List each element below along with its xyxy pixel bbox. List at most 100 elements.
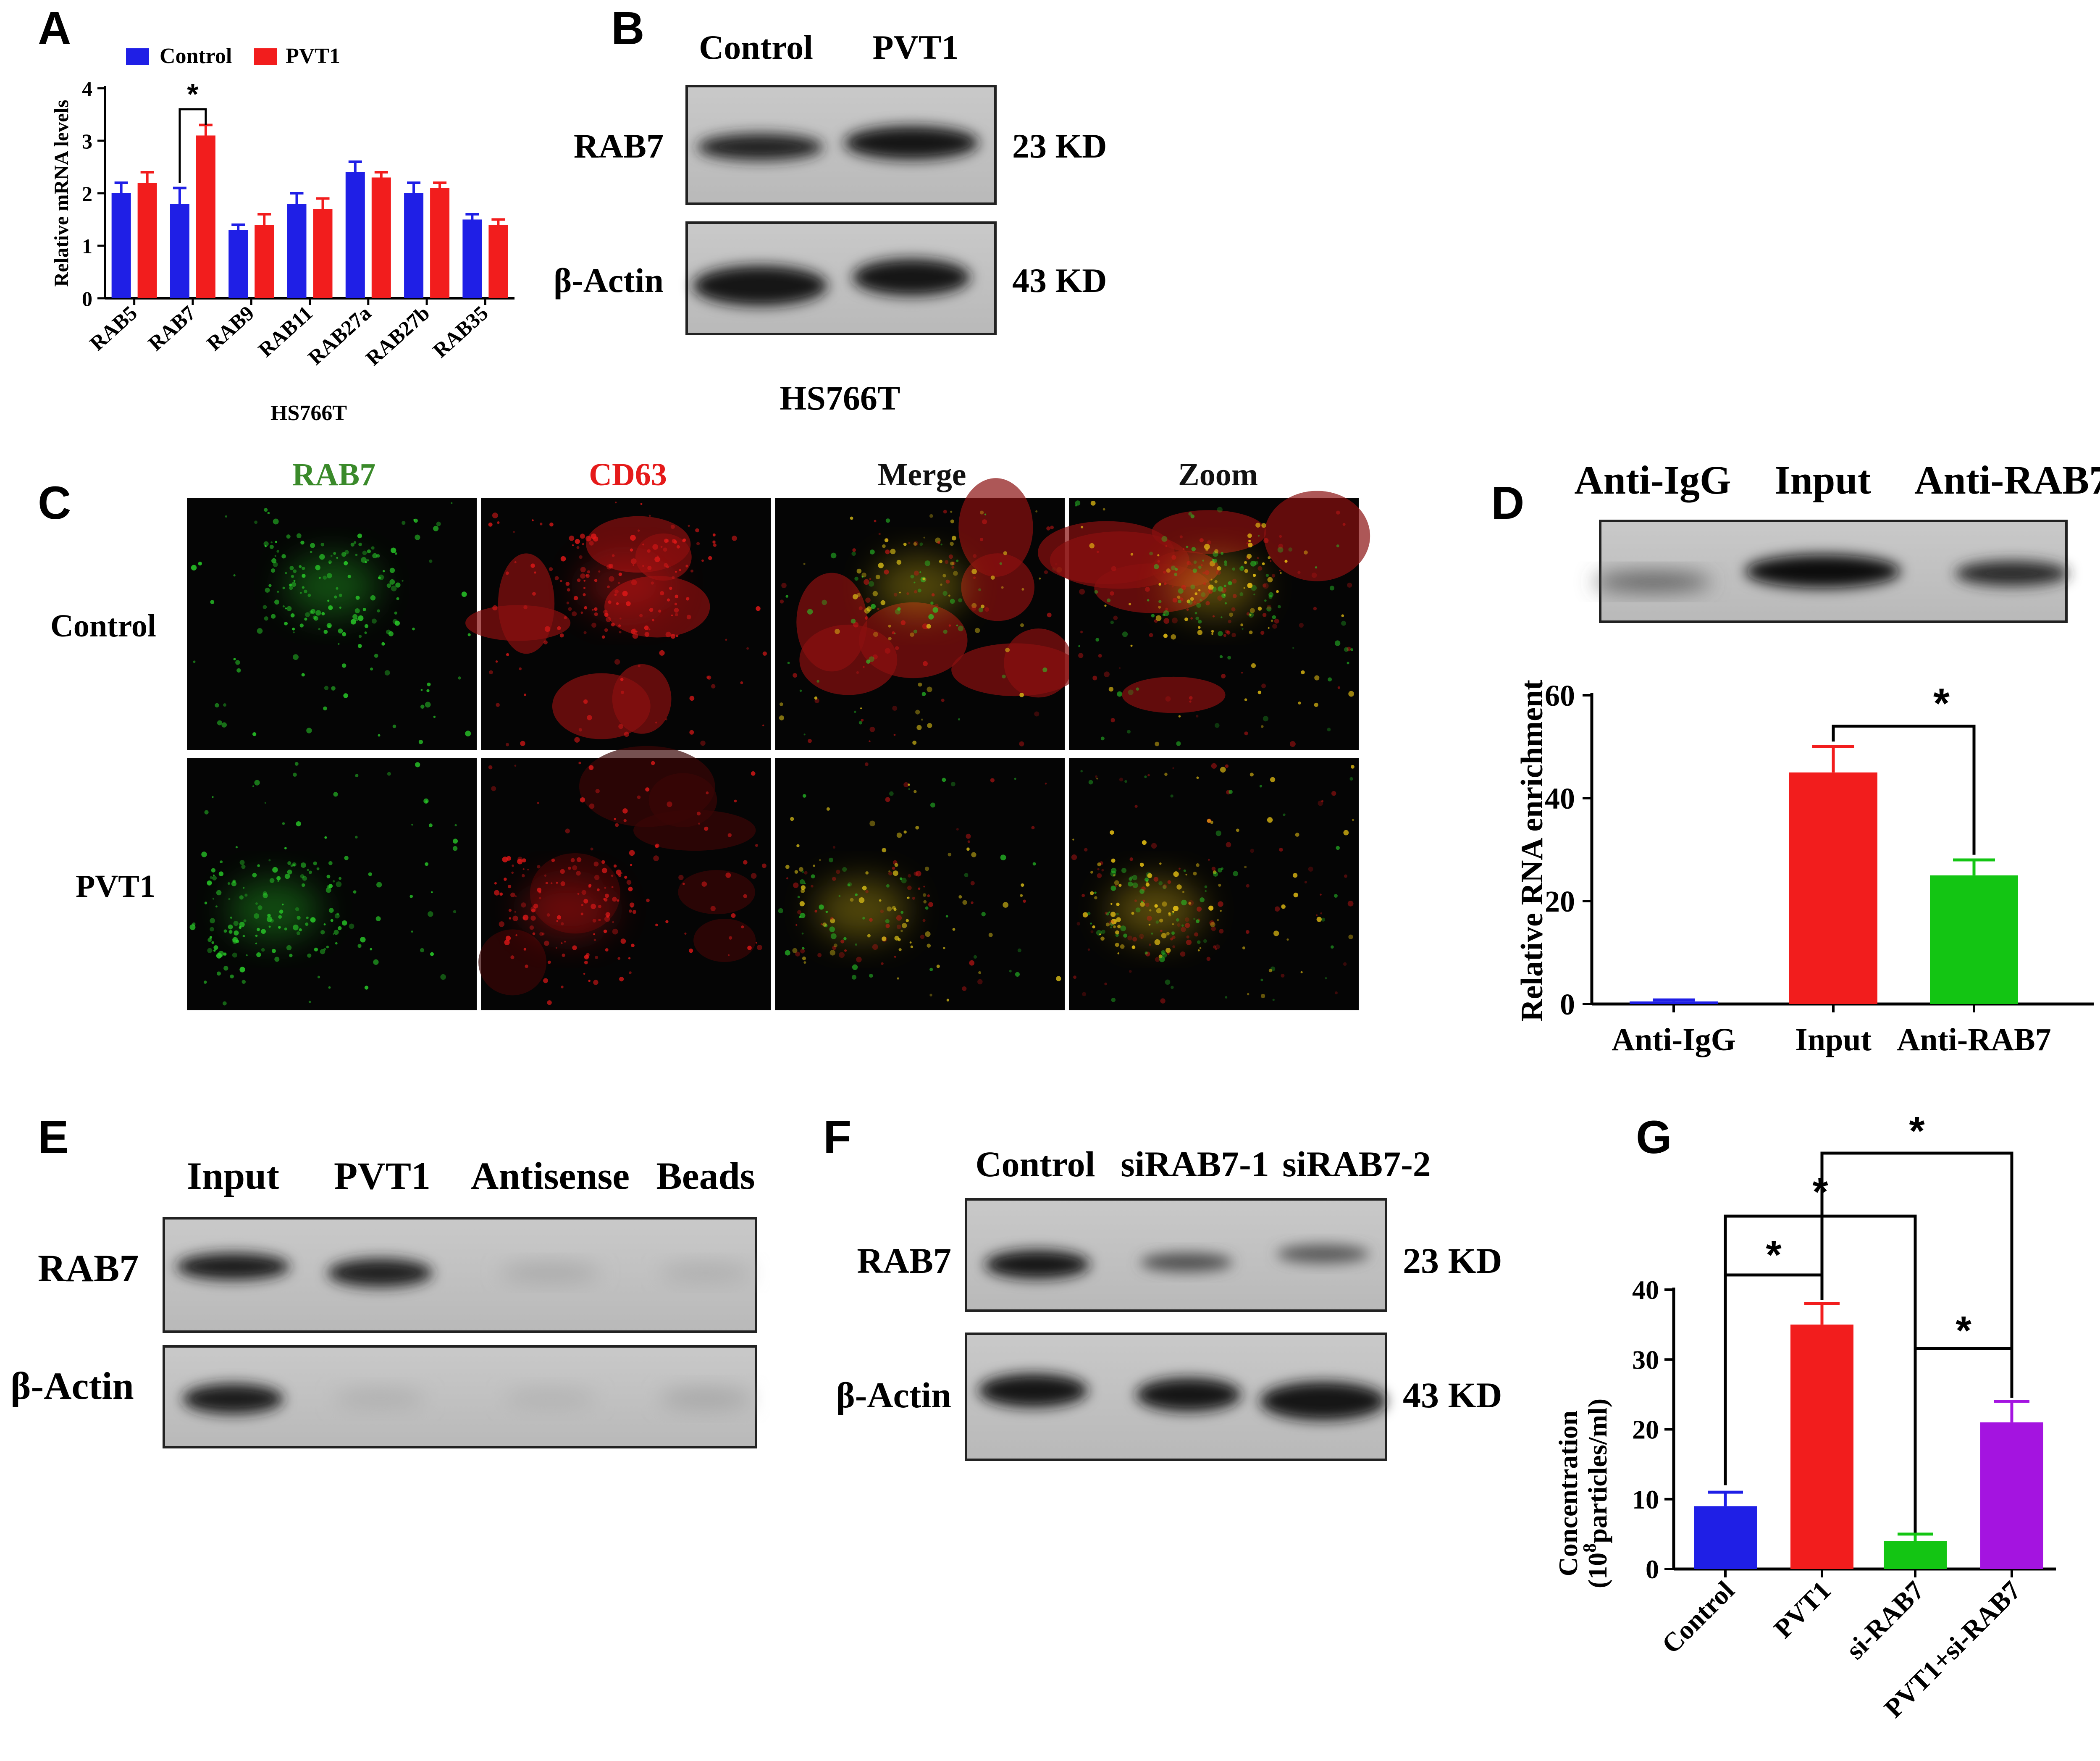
fluorescent-puncta	[1334, 894, 1338, 898]
fluorescent-puncta	[598, 919, 601, 922]
fluorescent-puncta	[355, 774, 359, 778]
fluorescent-puncta	[1198, 626, 1201, 629]
fluorescent-puncta	[193, 660, 196, 663]
signal-cluster	[228, 880, 320, 939]
fluorescent-puncta	[800, 912, 806, 918]
fluorescent-puncta	[988, 933, 993, 937]
fluorescent-puncta	[912, 740, 917, 745]
fluorescent-puncta	[494, 890, 500, 896]
fluorescent-puncta	[276, 876, 281, 880]
fluorescent-puncta	[858, 897, 865, 903]
fluorescent-puncta	[664, 539, 668, 543]
fluorescent-puncta	[672, 576, 675, 579]
fluorescent-puncta	[1192, 568, 1197, 573]
fluorescent-puncta	[517, 857, 523, 862]
x-tick-label-d-anti-rab7: Anti-RAB7	[1897, 1022, 2051, 1057]
fluorescent-puncta	[323, 923, 326, 925]
fluorescent-puncta	[377, 609, 380, 612]
micrograph-control-merge	[775, 478, 1079, 750]
fluorescent-puncta	[499, 892, 503, 896]
fluorescent-puncta	[505, 936, 511, 941]
fluorescent-puncta	[415, 762, 420, 767]
fluorescent-puncta	[1311, 573, 1317, 578]
fluorescent-puncta	[761, 863, 766, 868]
fluorescent-puncta	[1142, 840, 1147, 845]
fluorescent-puncta	[235, 846, 238, 849]
fluorescent-puncta	[326, 887, 331, 893]
fluorescent-puncta	[1246, 542, 1249, 544]
fluorescent-puncta	[695, 528, 699, 533]
fluorescent-puncta	[1328, 677, 1332, 682]
fluorescent-puncta	[328, 625, 331, 628]
fluorescent-puncta	[930, 601, 934, 605]
fluorescent-puncta	[1308, 866, 1313, 872]
fluorescent-puncta	[225, 515, 227, 518]
fluorescent-puncta	[948, 594, 950, 597]
fluorescent-puncta	[1271, 574, 1276, 578]
fluorescent-puncta	[418, 739, 423, 744]
fluorescent-puncta	[1320, 912, 1323, 915]
panel-letter-b: B	[611, 3, 644, 54]
fluorescent-puncta	[1172, 936, 1176, 939]
fluorescent-puncta	[392, 724, 396, 728]
signal-cluster	[1110, 880, 1202, 939]
fluorescent-puncta	[1240, 623, 1244, 627]
fluorescent-puncta	[951, 565, 955, 569]
lane-label-d-igg: Anti-IgG	[1574, 457, 1731, 502]
fluorescent-puncta	[1113, 615, 1118, 620]
y-axis-label-g-post: particles/ml)	[1583, 1398, 1612, 1543]
fluorescent-puncta	[1276, 590, 1279, 593]
fluorescent-puncta	[1176, 918, 1179, 922]
fluorescent-puncta	[797, 896, 800, 899]
fluorescent-puncta	[1047, 612, 1052, 618]
fluorescent-puncta	[626, 880, 632, 885]
fluorescent-puncta	[751, 771, 756, 776]
fluorescent-puncta	[622, 591, 628, 597]
fluorescent-puncta	[261, 929, 266, 934]
fluorescent-puncta	[1162, 951, 1164, 954]
fluorescent-puncta	[212, 796, 214, 798]
fluorescent-puncta	[514, 895, 517, 897]
fluorescent-puncta	[420, 704, 425, 709]
fluorescent-puncta	[685, 565, 688, 568]
fluorescent-puncta	[333, 933, 335, 935]
fluorescent-puncta	[235, 660, 240, 665]
fluorescent-puncta	[1090, 923, 1092, 925]
fluorescent-puncta	[1015, 972, 1020, 977]
fluorescent-puncta	[216, 890, 222, 896]
fluorescent-puncta	[779, 702, 783, 706]
fluorescent-puncta	[618, 624, 621, 627]
fluorescent-puncta	[1154, 904, 1158, 908]
micrograph-pvt1-cd63	[478, 746, 771, 1010]
fluorescent-puncta	[1110, 870, 1116, 877]
fluorescent-puncta	[892, 870, 898, 876]
fluorescent-puncta	[1200, 599, 1202, 602]
fluorescent-puncta	[533, 904, 538, 909]
fluorescent-puncta	[901, 878, 907, 883]
fluorescent-puncta	[350, 542, 355, 547]
fluorescent-puncta	[1185, 917, 1189, 922]
lane-label-e-beads: Beads	[656, 1154, 755, 1197]
cell-body	[1152, 510, 1266, 554]
fluorescent-puncta	[317, 975, 320, 978]
fluorescent-puncta	[287, 861, 291, 865]
fluorescent-puncta	[655, 721, 657, 724]
fluorescent-puncta	[357, 534, 362, 539]
fluorescent-puncta	[525, 965, 528, 968]
fluorescent-puncta	[364, 624, 369, 628]
fluorescent-puncta	[524, 693, 527, 696]
fluorescent-puncta	[1251, 585, 1257, 591]
fluorescent-puncta	[890, 549, 896, 555]
x-tick-label-g-control: Control	[1656, 1575, 1740, 1659]
fluorescent-puncta	[1197, 630, 1203, 635]
fluorescent-puncta	[333, 792, 338, 797]
fluorescent-puncta	[929, 994, 932, 997]
fluorescent-puncta	[881, 962, 884, 965]
fluorescent-puncta	[559, 633, 564, 638]
fluorescent-puncta	[1215, 570, 1221, 575]
fluorescent-puncta	[1197, 907, 1202, 912]
fluorescent-puncta	[1207, 540, 1211, 545]
fluorescent-puncta	[1123, 933, 1127, 938]
fluorescent-puncta	[1122, 631, 1128, 637]
fluorescent-puncta	[874, 520, 877, 523]
